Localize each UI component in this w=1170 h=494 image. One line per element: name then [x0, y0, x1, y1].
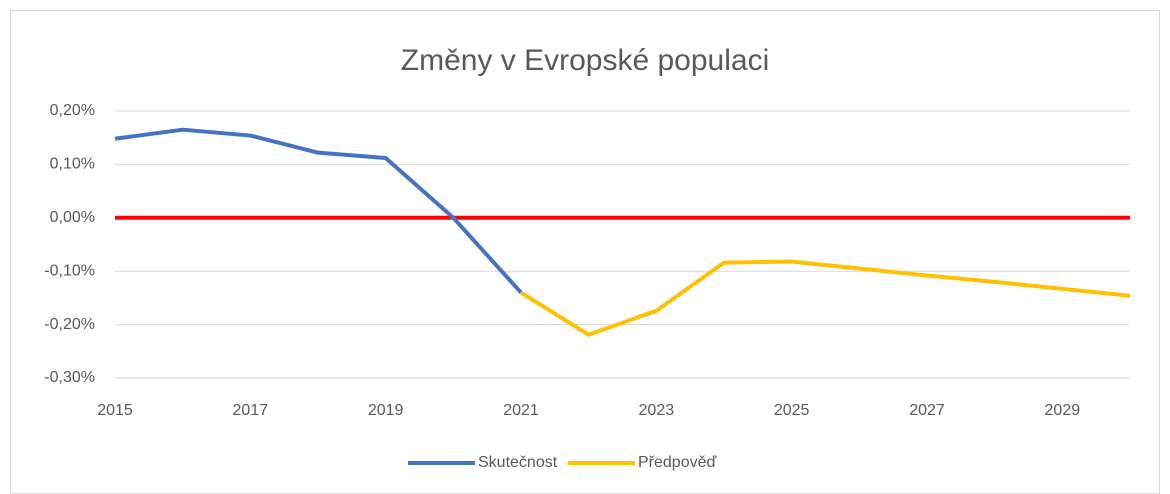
legend-label: Skutečnost: [478, 454, 558, 471]
x-tick-label: 2021: [503, 402, 539, 419]
y-tick-label: 0,10%: [50, 156, 95, 173]
y-tick-label: 0,00%: [50, 209, 95, 226]
chart-border: [10, 10, 1160, 494]
series-line: [114, 127, 523, 294]
y-tick-label: -0,20%: [44, 316, 95, 333]
legend-label: Předpověď: [638, 454, 716, 471]
x-tick-label: 2027: [909, 402, 945, 419]
y-tick-label: -0,30%: [44, 369, 95, 386]
x-tick-label: 2023: [639, 402, 675, 419]
y-tick-label: -0,10%: [44, 262, 95, 279]
y-tick-label: 0,20%: [50, 102, 95, 119]
x-tick-label: 2025: [774, 402, 810, 419]
x-tick-label: 2029: [1045, 402, 1081, 419]
series-line: [519, 259, 1131, 337]
x-tick-label: 2017: [233, 402, 269, 419]
x-tick-label: 2015: [97, 402, 133, 419]
chart-title: Změny v Evropské populaci: [401, 44, 770, 77]
x-tick-label: 2019: [368, 402, 404, 419]
